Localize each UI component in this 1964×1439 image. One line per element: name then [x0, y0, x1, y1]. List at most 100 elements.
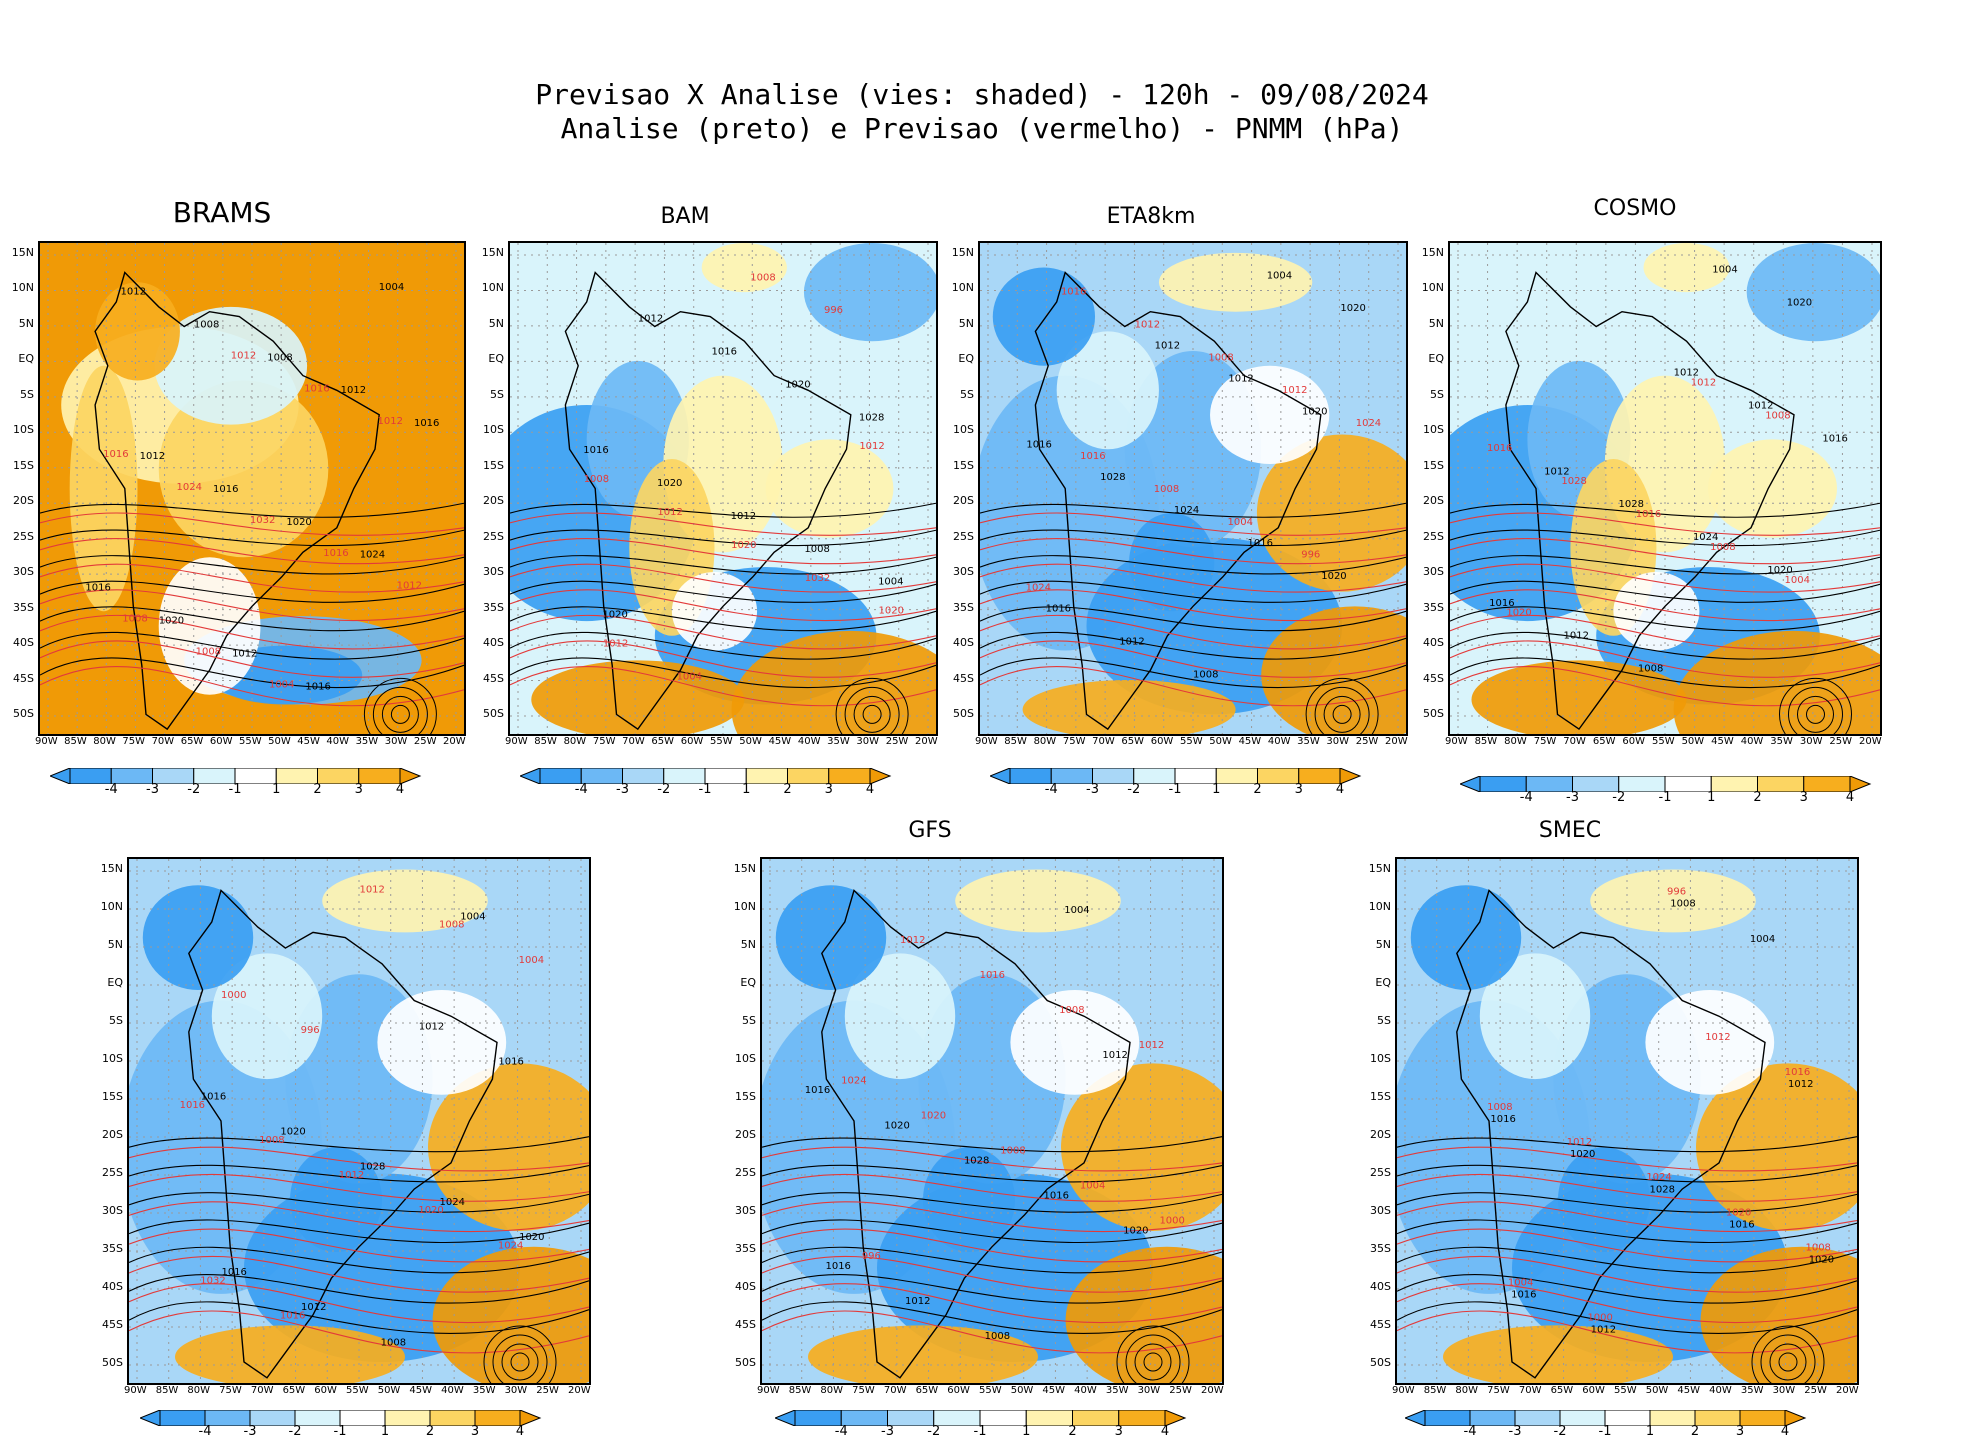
isobar-label: 1024 [841, 1075, 866, 1086]
analysis-isobar [1397, 1301, 1857, 1334]
longitude-tick-label: 90W [1445, 736, 1468, 747]
longitude-tick-label: 75W [1533, 736, 1557, 747]
isobar-label: 1008 [1765, 410, 1790, 421]
longitude-tick-label: 55W [1614, 1385, 1637, 1396]
latitude-tick-label: 15S [13, 458, 34, 472]
isobar-label: 1016 [213, 484, 238, 495]
isobar-label: 1008 [1059, 1005, 1084, 1016]
latitude-tick-label: 10N [951, 281, 974, 295]
isobar-label: 1012 [900, 935, 925, 946]
isobar-label: 1024 [440, 1197, 465, 1208]
coastline [1034, 271, 1322, 731]
latitude-tick-label: 25S [13, 529, 34, 543]
forecast-isobar [1450, 614, 1880, 650]
latitude-tick-label: 45S [102, 1318, 123, 1331]
isobar-label: 1016 [323, 548, 348, 559]
latitude-tick-label: 40S [1423, 636, 1444, 650]
bias-shading-area [1065, 1246, 1222, 1383]
latitude-tick-label: 20S [953, 494, 974, 508]
analysis-isobar [40, 502, 464, 518]
latitude-tick-label: 20S [102, 1128, 123, 1141]
isobar-label: 1020 [1787, 297, 1812, 308]
latitude-tick-label: 15N [1368, 862, 1391, 875]
isobar-label: 1012 [859, 441, 884, 452]
latitude-tick-label: 5N [740, 938, 756, 951]
pressure-center-contour [844, 686, 900, 734]
longitude-tick-label: 60W [1622, 736, 1646, 747]
colorbar-tick-label: -1 [1598, 1424, 1612, 1439]
latitude-tick-label: 40S [953, 636, 974, 650]
isobar-label: 1016 [805, 1085, 830, 1096]
longitude-tick-label: 20W [568, 1385, 591, 1396]
forecast-isobar [762, 1228, 1222, 1263]
forecast-bias-map: 1012 1016 1020 1028 1016 1020 1012 1008 1004 1020… [508, 241, 938, 736]
isobar-label: 1016 [1487, 443, 1512, 454]
isobar-label: 1004 [1080, 1181, 1105, 1192]
isobar-label: 1004 [379, 282, 404, 293]
isobar-label: 1020 [1302, 406, 1327, 417]
longitude-tick-label: 60W [1582, 1385, 1605, 1396]
isobar-label: 1016 [1044, 1191, 1069, 1202]
pressure-center-contour [1779, 677, 1852, 734]
forecast-isobar [510, 563, 936, 593]
analysis-isobar [980, 657, 1406, 688]
isobar-label: 1004 [1228, 517, 1253, 528]
longitude-tick-label: 60W [209, 736, 233, 747]
colorbar [1405, 1410, 1807, 1426]
analysis-isobar [762, 1136, 1222, 1153]
forecast-isobar [510, 640, 936, 678]
forecast-isobar [1397, 1283, 1857, 1324]
analysis-isobar [1397, 1274, 1857, 1304]
bias-shading-area [1558, 1147, 1650, 1252]
longitude-tick-label: 85W [1004, 736, 1027, 747]
latitude-tick-label: EQ [740, 976, 756, 989]
longitude-tick-label: 80W [1455, 1385, 1479, 1396]
colorbar-tick-label: 2 [425, 1424, 435, 1439]
isobar-label: 1004 [878, 577, 903, 588]
colorbar-tick-label: -2 [1612, 790, 1626, 805]
latitude-tick-label: 35S [13, 600, 34, 614]
colorbar-tick-label: -3 [881, 1424, 894, 1439]
bias-shading-area [1061, 1063, 1222, 1232]
longitude-tick-label: 50W [1209, 736, 1232, 747]
isobar-label: 1012 [140, 451, 165, 462]
longitude-tick-label: 75W [852, 1385, 875, 1396]
isobar-label: 1012 [1135, 319, 1160, 330]
longitude-tick-label: 70W [1563, 736, 1586, 747]
colorbar-tick-label: 1 [1212, 782, 1221, 797]
colorbar-tick-label: -1 [698, 782, 712, 797]
isobar-label: 1012 [1567, 1137, 1592, 1148]
longitude-tick-label: 90W [975, 736, 998, 747]
latitude-tick-label: 50S [735, 1356, 756, 1369]
analysis-isobar [129, 1219, 589, 1244]
isobar-label: 1008 [1208, 352, 1233, 363]
isobar-label: 1008 [1805, 1242, 1830, 1253]
isobar-label: 1012 [1691, 377, 1716, 388]
longitude-tick-label: 25W [885, 736, 909, 747]
colorbar-tick-label: -4 [1519, 790, 1533, 805]
map-canvas: 1012101610201028101610201016101210081004… [1397, 859, 1857, 1383]
isobar-label: 1020 [1726, 1207, 1751, 1218]
isobar-label: 1016 [498, 1056, 523, 1067]
isobar-label: 1020 [1570, 1149, 1595, 1160]
analysis-isobar [129, 1192, 589, 1213]
longitude-tick-label: 65W [1592, 736, 1616, 747]
longitude-tick-label: 35W [1297, 736, 1320, 747]
longitude-tick-label: 50W [739, 736, 762, 747]
pressure-center-contour [381, 695, 419, 733]
forecast-isobar [1397, 1201, 1857, 1233]
longitude-tick-label: 75W [1062, 736, 1086, 747]
isobar-label: 1012 [301, 1302, 326, 1313]
isobar-label: 1012 [419, 1021, 444, 1032]
latitude-tick-label: 20S [1423, 494, 1444, 508]
longitude-tick-label: 70W [883, 1385, 907, 1396]
isobar-label: 1016 [1785, 1067, 1810, 1078]
colorbar-tick-label: -4 [1044, 782, 1058, 797]
longitude-tick-label: 30W [1137, 1385, 1161, 1396]
analysis-isobar [1450, 502, 1880, 518]
colorbar-tick-label: 4 [1780, 1424, 1790, 1439]
forecast-isobar [1450, 538, 1880, 565]
latitude-tick-label: 50S [1370, 1356, 1391, 1369]
isobar-label: 1012 [378, 416, 403, 427]
isobar-label: 1016 [414, 418, 439, 429]
